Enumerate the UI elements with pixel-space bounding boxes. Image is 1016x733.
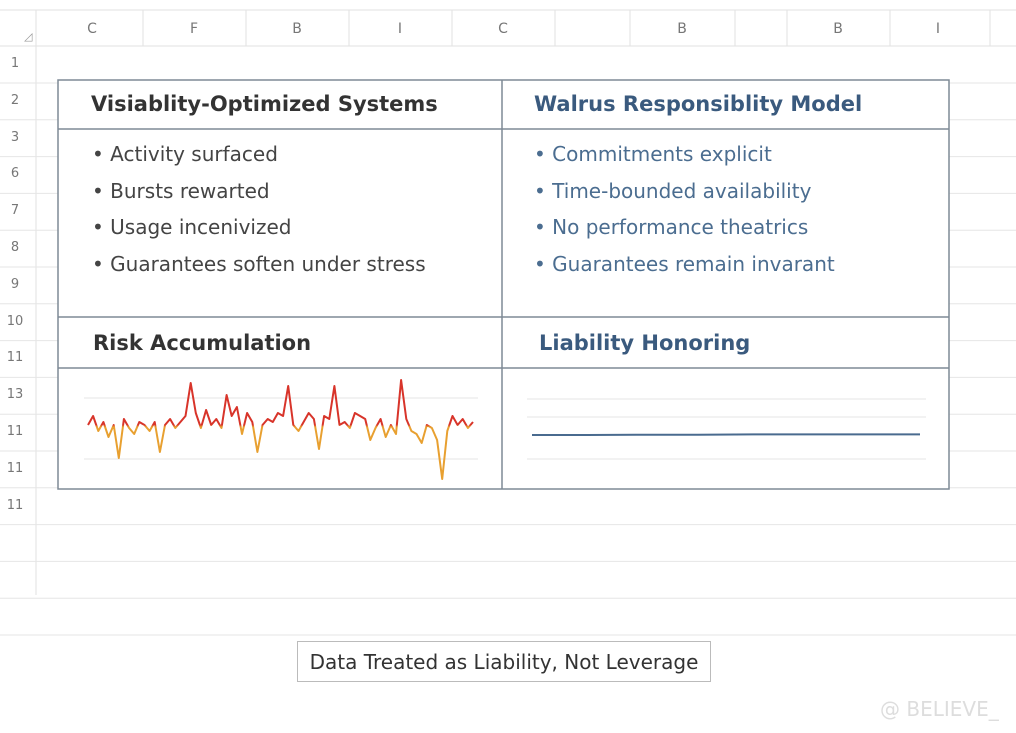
row-header: 10 [6, 313, 24, 329]
watermark: @ BELIEVE_ [880, 697, 999, 721]
column-header: B [833, 21, 843, 37]
panel-title: Risk Accumulation [93, 331, 312, 355]
column-header: F [189, 21, 199, 37]
row-header: 1 [10, 56, 20, 71]
panel-title: Liability Honoring [539, 331, 751, 355]
sparkline [87, 379, 474, 480]
row-header: 11 [6, 350, 24, 366]
column-header: I [397, 21, 403, 37]
caption: Data Treated as Liability, Not Leverage [297, 641, 711, 682]
column-header: I [935, 21, 941, 37]
column-header: B [677, 21, 687, 37]
bullet-item: Usage incenivized [92, 209, 426, 246]
panel-title: Walrus Responsiblity Model [534, 92, 863, 116]
row-header: 11 [6, 460, 24, 476]
sparkline [532, 433, 920, 436]
row-header: 11 [6, 497, 24, 513]
bullet-item: Bursts rewarted [92, 173, 426, 210]
row-header: 6 [10, 166, 20, 182]
bullet-item: Commitments explicit [534, 136, 835, 173]
row-header: 11 [6, 424, 24, 439]
bullet-item: Guarantees soften under stress [92, 246, 425, 283]
bullet-list: Commitments explicitTime-bounded availab… [534, 136, 835, 282]
bullet-item: Activity surfaced [92, 136, 426, 173]
row-header: 3 [10, 129, 20, 145]
column-header: C [498, 21, 508, 37]
svg-text:◿: ◿ [24, 30, 33, 43]
column-header: C [87, 21, 97, 37]
bullet-item: No performance theatrics [534, 209, 835, 246]
bullet-item: Time-bounded availability [534, 173, 835, 210]
bullet-list: Activity surfacedBursts rewartedUsage in… [92, 136, 426, 283]
bullet-item: Guarantees remain invarant [534, 246, 835, 283]
row-header: 7 [10, 203, 20, 219]
panel-title: Visiablity-Optimized Systems [91, 92, 438, 116]
column-header: B [292, 21, 302, 37]
row-header: 9 [10, 276, 20, 292]
row-header: 2 [10, 92, 20, 108]
row-header: 8 [10, 240, 20, 255]
row-header: 13 [6, 387, 24, 403]
